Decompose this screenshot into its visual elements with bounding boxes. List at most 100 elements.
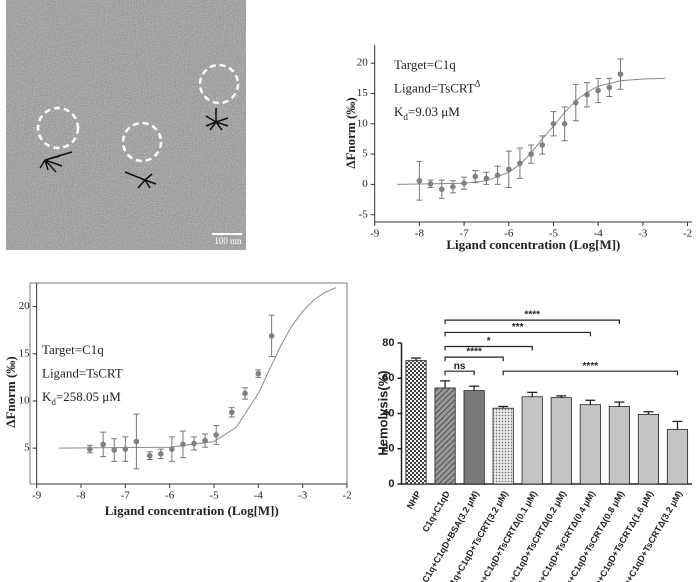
annotation: Ligand=TsCRT	[42, 365, 123, 380]
significance-bracket	[444, 319, 620, 325]
data-point	[539, 142, 546, 148]
significance-label: ****	[524, 310, 540, 321]
y-axis-label: Hemolysis(%)	[375, 370, 390, 455]
data-point	[213, 432, 220, 438]
significance-bracket	[444, 370, 475, 376]
y-tick-label: 20	[19, 300, 31, 312]
annotation: Kd=9.03 μM	[394, 104, 460, 122]
annotation-text: K	[394, 104, 404, 119]
x-tick-label: -3	[298, 490, 308, 502]
significance-bracket	[444, 345, 533, 351]
data-point	[100, 441, 106, 448]
x-tick-label: -7	[459, 228, 469, 240]
y-axis-label: ΔFnorm (‰)	[3, 356, 18, 427]
x-tick-label: -5	[549, 228, 559, 240]
annotation-text: Target=C1q	[42, 342, 104, 357]
annotation-text: K	[42, 389, 52, 404]
data-point	[461, 180, 467, 187]
bar	[637, 413, 659, 485]
annotation-sub: d	[403, 112, 408, 122]
data-point	[416, 177, 423, 184]
data-point	[472, 173, 479, 180]
y-tick-label: 10	[357, 117, 369, 129]
significance-label: ****	[466, 347, 482, 358]
data-point	[268, 333, 275, 339]
significance-bracket	[502, 370, 679, 376]
annotation-tail: =258.05 μM	[56, 389, 121, 404]
data-point	[87, 446, 93, 452]
x-tick-label: -2	[342, 490, 351, 502]
bar	[608, 406, 630, 485]
y-tick-label: 20	[357, 57, 369, 69]
x-axis-label: Ligand concentration (Log[M])	[105, 503, 279, 518]
y-tick-label: 15	[19, 347, 31, 359]
micrograph-texture	[6, 0, 246, 250]
annotation-sup: Δ	[475, 79, 481, 89]
data-point	[528, 151, 534, 157]
data-point	[561, 121, 568, 127]
bar	[492, 407, 514, 485]
bar	[550, 397, 572, 485]
annotation-text: Ligand=TsCRT	[394, 80, 475, 95]
data-point	[517, 160, 523, 167]
x-tick-label: -3	[638, 228, 648, 240]
significance-label: ****	[583, 361, 599, 372]
data-point	[427, 181, 434, 187]
data-point	[550, 121, 557, 127]
data-point	[146, 452, 153, 459]
bar	[666, 428, 689, 485]
data-point	[228, 409, 235, 416]
annotation-tail: =9.03 μM	[408, 104, 460, 119]
data-point	[191, 440, 197, 447]
micrograph: 100 nm	[6, 0, 246, 250]
data-point	[180, 441, 186, 448]
annotation: Kd=258.05 μM	[42, 389, 121, 407]
data-point	[573, 99, 579, 106]
y-tick-label: -5	[359, 208, 369, 220]
bar	[521, 396, 543, 485]
significance-label: ***	[512, 322, 524, 333]
data-point	[157, 451, 164, 457]
annotation-text: Ligand=TsCRT	[42, 365, 123, 380]
highlight-circle	[121, 121, 163, 163]
bar	[579, 404, 601, 485]
significance-bracket	[444, 331, 591, 337]
plot-frame	[29, 282, 348, 485]
y-tick-label: 60	[382, 372, 394, 384]
x-tick-label: -4	[594, 228, 604, 240]
bar	[463, 390, 485, 485]
data-point	[122, 446, 129, 452]
x-tick-label: -6	[504, 228, 514, 240]
y-tick-label: 80	[382, 337, 394, 349]
x-tick-label: -2	[683, 228, 692, 240]
bar	[434, 387, 456, 485]
x-axis-label: Ligand concentration (Log[M])	[446, 237, 620, 252]
annotation: Target=C1q	[42, 342, 104, 357]
x-tick-label: -9	[370, 228, 380, 240]
x-tick-label: -6	[165, 490, 175, 502]
highlight-circle	[36, 106, 80, 150]
x-tick-label: -8	[76, 490, 86, 502]
y-tick-label: 20	[382, 443, 394, 455]
y-tick-label: 15	[357, 87, 369, 99]
data-point	[111, 447, 118, 453]
significance-bracket	[444, 356, 504, 362]
x-tick-label: C1q+C1qD	[420, 489, 452, 534]
data-point	[483, 175, 490, 182]
bar	[405, 360, 427, 485]
data-point	[242, 390, 248, 397]
x-tick-label: -4	[254, 490, 264, 502]
y-tick-label: 5	[24, 442, 30, 454]
x-tick-label: -9	[32, 490, 42, 502]
annotation: Target=C1q	[394, 57, 456, 72]
x-tick-label: NHP	[405, 489, 423, 510]
annotation-text: Target=C1q	[394, 57, 456, 72]
x-tick-label: -7	[121, 490, 131, 502]
x-tick-label: -8	[415, 228, 425, 240]
data-point	[169, 446, 175, 452]
x-tick-label: C1q+C1qD+BSA(3.2 μM)	[420, 489, 481, 582]
molecule-sketch	[39, 108, 229, 189]
data-point	[505, 166, 512, 173]
y-tick-label: 0	[362, 178, 368, 190]
